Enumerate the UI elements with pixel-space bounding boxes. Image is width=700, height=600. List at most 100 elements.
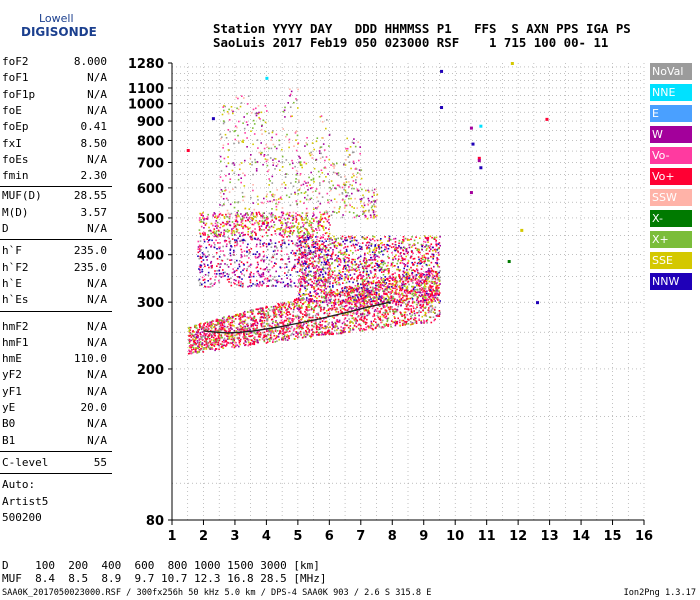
data-point	[349, 322, 351, 324]
data-point	[219, 246, 221, 249]
data-point	[267, 323, 270, 325]
data-point	[281, 247, 283, 250]
data-point	[229, 322, 232, 324]
data-point	[389, 297, 391, 299]
data-point	[415, 320, 418, 323]
param-row: C-level 55	[2, 456, 107, 472]
data-point	[309, 237, 311, 239]
data-point	[195, 343, 197, 345]
data-point	[327, 244, 330, 246]
data-point	[340, 277, 343, 280]
data-point	[398, 286, 400, 288]
data-point	[230, 245, 232, 247]
data-point	[321, 284, 323, 287]
data-point	[247, 324, 249, 327]
data-point	[241, 273, 243, 275]
data-point	[341, 331, 343, 333]
data-point	[414, 286, 416, 289]
data-point	[265, 338, 267, 340]
data-point	[337, 255, 339, 257]
data-point	[398, 274, 400, 276]
data-point	[325, 240, 327, 242]
data-point	[396, 284, 399, 286]
data-point	[408, 274, 411, 277]
data-point	[315, 292, 317, 295]
data-point	[402, 280, 404, 283]
data-point	[406, 285, 409, 288]
data-point	[354, 294, 357, 296]
data-point	[284, 331, 286, 334]
data-point	[258, 285, 260, 288]
data-point	[398, 295, 401, 298]
param-divider	[0, 473, 112, 475]
data-point	[420, 273, 422, 275]
data-point	[403, 253, 406, 255]
data-point	[435, 244, 438, 246]
data-point	[304, 222, 306, 224]
data-point	[269, 274, 272, 277]
data-point	[418, 276, 420, 278]
data-point	[356, 300, 358, 303]
data-point	[348, 303, 351, 305]
data-point	[372, 249, 375, 252]
data-point	[405, 323, 408, 325]
data-point	[328, 312, 331, 315]
data-point	[272, 340, 274, 343]
data-point	[301, 307, 303, 309]
data-point	[388, 268, 390, 270]
data-point	[313, 265, 316, 268]
data-point	[240, 332, 242, 335]
data-point	[320, 264, 322, 266]
data-point	[319, 244, 321, 246]
data-point	[342, 268, 344, 270]
data-point	[196, 347, 199, 349]
data-point	[225, 345, 227, 347]
data-point	[329, 268, 332, 271]
data-point	[409, 305, 411, 307]
data-point	[305, 299, 308, 301]
data-point	[197, 341, 200, 344]
data-point	[372, 300, 374, 303]
data-point	[325, 218, 327, 221]
data-point	[315, 255, 317, 257]
data-point	[308, 279, 310, 281]
data-point	[414, 270, 416, 273]
data-point	[437, 251, 440, 254]
data-point	[398, 270, 401, 272]
data-point	[320, 251, 323, 253]
data-point	[308, 271, 310, 273]
data-point	[327, 305, 329, 307]
data-point	[392, 261, 394, 264]
data-point	[188, 345, 191, 348]
data-point	[379, 265, 381, 268]
data-point	[318, 281, 321, 284]
data-point	[312, 251, 315, 253]
data-point	[366, 246, 369, 248]
data-point	[430, 287, 432, 289]
data-point	[421, 288, 424, 290]
data-point	[399, 279, 402, 281]
data-point	[376, 315, 379, 317]
data-point	[357, 242, 360, 244]
data-point	[238, 337, 240, 339]
param-row: foE N/A	[2, 104, 107, 120]
data-point	[323, 301, 326, 304]
data-point	[323, 261, 326, 264]
data-point	[210, 339, 213, 341]
data-point	[428, 260, 430, 262]
data-point	[238, 318, 240, 320]
data-point	[421, 248, 423, 251]
data-point	[231, 336, 234, 339]
data-point	[197, 279, 200, 282]
data-point	[390, 325, 392, 328]
data-point	[348, 271, 350, 273]
data-point	[314, 246, 316, 248]
data-point	[428, 280, 430, 283]
data-point	[428, 277, 430, 279]
data-point	[213, 330, 216, 333]
data-point	[365, 291, 368, 294]
data-point	[436, 263, 438, 265]
data-point	[404, 258, 407, 261]
data-point	[235, 334, 238, 336]
data-point	[397, 260, 399, 262]
